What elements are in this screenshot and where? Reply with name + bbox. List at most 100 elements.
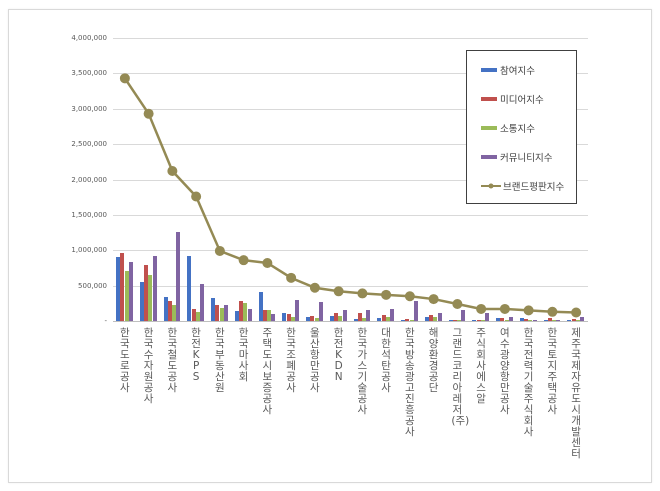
x-tick-label: 제주국제자유도시개발센터	[571, 327, 581, 460]
bar	[282, 313, 287, 321]
bar	[200, 284, 205, 321]
bar	[571, 318, 576, 321]
bar	[377, 318, 382, 321]
bar	[567, 320, 572, 321]
bar	[362, 318, 367, 321]
legend-swatch-purple-icon	[481, 155, 497, 159]
bar	[524, 318, 529, 321]
bar	[461, 310, 466, 321]
bar	[239, 301, 244, 321]
y-tick-label: 3,500,000	[71, 69, 107, 78]
gridline	[113, 214, 588, 216]
bar	[152, 255, 157, 321]
bar	[480, 319, 485, 321]
bar	[295, 299, 300, 321]
x-tick-label: 한전KDN	[333, 327, 344, 383]
legend-item-brand-reputation: 브랜드평판지수	[481, 179, 564, 193]
bar	[191, 308, 196, 321]
bar	[271, 313, 276, 321]
x-tick-label: 한국방송광고진흥공사	[405, 327, 415, 438]
x-tick-label: 한국수자원공사	[143, 327, 154, 405]
bar	[508, 317, 513, 321]
y-tick-label: 500,000	[78, 281, 107, 290]
x-tick-label: 한전KPS	[191, 327, 201, 383]
gridline	[113, 321, 588, 322]
gridline	[113, 250, 588, 252]
legend-item-community: 커뮤니티지수	[481, 150, 552, 164]
x-tick-label: 한국도로공사	[120, 327, 130, 394]
x-tick-label: 대한석탄공사	[381, 327, 391, 394]
bar	[334, 313, 339, 321]
gridline	[113, 73, 588, 75]
bar	[429, 315, 434, 321]
gridline	[113, 38, 588, 39]
bar	[163, 296, 168, 321]
bar	[366, 310, 371, 321]
y-tick-label: 4,000,000	[71, 34, 107, 42]
legend-item-media: 미디어지수	[481, 92, 544, 106]
bar	[172, 304, 177, 321]
bar	[306, 317, 310, 321]
x-tick-label: 그랜드코리아레저(주)	[451, 327, 470, 427]
bar	[314, 318, 319, 321]
bar	[437, 312, 442, 321]
gridline	[113, 179, 588, 181]
y-tick-label: 2,000,000	[71, 175, 107, 184]
legend-swatch-green-icon	[481, 126, 497, 130]
legend-swatch-red-icon	[481, 97, 497, 101]
bar	[338, 316, 343, 321]
y-tick-label: 1,000,000	[71, 246, 107, 255]
bar	[476, 319, 481, 321]
bar	[580, 317, 585, 321]
y-tick-label: 2,500,000	[71, 140, 107, 149]
y-tick-label: 3,000,000	[71, 104, 107, 113]
bar	[116, 257, 120, 321]
bar	[144, 265, 149, 321]
y-tick-label: -	[104, 317, 107, 325]
bar	[139, 282, 144, 321]
y-tick-label: 1,500,000	[71, 210, 107, 219]
bar	[342, 309, 347, 321]
bar	[519, 318, 524, 321]
bar	[223, 304, 228, 321]
bar	[286, 313, 291, 321]
bar	[353, 318, 358, 321]
x-tick-label: 한국토지주택공사	[547, 327, 558, 416]
gridline	[113, 144, 588, 146]
bar	[424, 316, 429, 321]
x-tick-label: 한국전력기술주식회사	[523, 327, 534, 438]
bar	[234, 311, 239, 321]
bar	[575, 320, 580, 321]
bar	[195, 311, 200, 321]
bar	[290, 316, 295, 321]
bar	[124, 270, 129, 321]
bar	[500, 318, 505, 321]
bar	[433, 317, 438, 321]
legend-line-marker-icon	[481, 183, 501, 189]
gridline	[113, 285, 588, 287]
x-tick-label: 주식회사에스알	[476, 327, 486, 405]
bar	[472, 319, 477, 321]
bar	[452, 319, 457, 321]
x-tick-label: 울산항만공사	[310, 327, 320, 394]
gridline	[113, 108, 588, 110]
x-tick-label: 해양환경공단	[428, 327, 439, 394]
chart-legend: 참여지수 미디어지수 소통지수 커뮤니티지수 브랜드평판지수	[466, 50, 577, 204]
bar	[385, 317, 390, 321]
x-tick-label: 한국조폐공사	[286, 327, 296, 394]
x-tick-label: 한국철도공사	[167, 327, 178, 394]
x-tick-label: 한국부동산원	[215, 327, 225, 394]
bar	[310, 316, 315, 321]
bar	[413, 301, 418, 321]
legend-item-communication: 소통지수	[481, 121, 535, 135]
bar	[148, 275, 153, 321]
bar	[167, 301, 172, 321]
bar	[504, 319, 509, 321]
legend-item-participation: 참여지수	[481, 63, 535, 77]
bar	[219, 308, 224, 321]
bar	[496, 318, 500, 321]
bar	[543, 320, 548, 321]
x-tick-label: 주택도시보증공사	[262, 327, 273, 416]
bar	[547, 318, 552, 321]
